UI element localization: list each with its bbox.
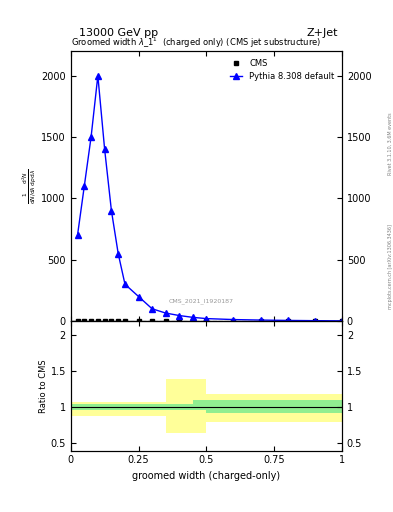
CMS bbox=[340, 318, 344, 324]
Pythia 8.308 default bbox=[102, 146, 107, 153]
Text: 13000 GeV pp: 13000 GeV pp bbox=[79, 28, 158, 38]
Text: Groomed width $\lambda\_1^1$  (charged only) (CMS jet substructure): Groomed width $\lambda\_1^1$ (charged on… bbox=[71, 35, 321, 50]
Pythia 8.308 default bbox=[163, 310, 168, 316]
Pythia 8.308 default bbox=[177, 312, 182, 318]
CMS bbox=[204, 318, 209, 324]
Pythia 8.308 default bbox=[75, 232, 80, 238]
Pythia 8.308 default bbox=[340, 318, 344, 324]
CMS bbox=[285, 318, 290, 324]
CMS bbox=[150, 318, 154, 324]
CMS bbox=[95, 318, 100, 324]
Pythia 8.308 default bbox=[109, 207, 114, 214]
CMS bbox=[312, 318, 317, 324]
Line: Pythia 8.308 default: Pythia 8.308 default bbox=[75, 73, 345, 324]
Text: Z+Jet: Z+Jet bbox=[307, 28, 338, 38]
CMS bbox=[163, 318, 168, 324]
Y-axis label: $\frac{1}{\mathrm{d}N/\mathrm{d}\lambda}\frac{\mathrm{d}^2 N}{\mathrm{d}p\,\math: $\frac{1}{\mathrm{d}N/\mathrm{d}\lambda}… bbox=[20, 168, 39, 204]
Pythia 8.308 default bbox=[116, 250, 121, 257]
Pythia 8.308 default bbox=[150, 306, 154, 312]
Pythia 8.308 default bbox=[95, 73, 100, 79]
CMS bbox=[75, 318, 80, 324]
CMS bbox=[102, 318, 107, 324]
Pythia 8.308 default bbox=[285, 317, 290, 324]
CMS bbox=[190, 318, 195, 324]
CMS bbox=[258, 318, 263, 324]
Pythia 8.308 default bbox=[82, 183, 86, 189]
Pythia 8.308 default bbox=[136, 293, 141, 300]
Line: CMS: CMS bbox=[75, 319, 344, 323]
Text: CMS_2021_I1920187: CMS_2021_I1920187 bbox=[169, 298, 233, 304]
CMS bbox=[231, 318, 236, 324]
CMS bbox=[116, 318, 121, 324]
CMS bbox=[109, 318, 114, 324]
Text: Rivet 3.1.10, 3.6M events: Rivet 3.1.10, 3.6M events bbox=[388, 112, 393, 175]
CMS bbox=[177, 318, 182, 324]
CMS bbox=[82, 318, 86, 324]
CMS bbox=[136, 318, 141, 324]
CMS bbox=[89, 318, 94, 324]
Pythia 8.308 default bbox=[89, 134, 94, 140]
Pythia 8.308 default bbox=[312, 317, 317, 324]
Legend: CMS, Pythia 8.308 default: CMS, Pythia 8.308 default bbox=[227, 55, 338, 84]
Pythia 8.308 default bbox=[204, 315, 209, 322]
Pythia 8.308 default bbox=[190, 314, 195, 321]
Y-axis label: Ratio to CMS: Ratio to CMS bbox=[39, 359, 48, 413]
X-axis label: groomed width (charged-only): groomed width (charged-only) bbox=[132, 471, 280, 481]
Text: mcplots.cern.ch [arXiv:1306.3436]: mcplots.cern.ch [arXiv:1306.3436] bbox=[388, 224, 393, 309]
Pythia 8.308 default bbox=[123, 281, 127, 287]
Pythia 8.308 default bbox=[231, 316, 236, 323]
Pythia 8.308 default bbox=[258, 317, 263, 323]
CMS bbox=[123, 318, 127, 324]
